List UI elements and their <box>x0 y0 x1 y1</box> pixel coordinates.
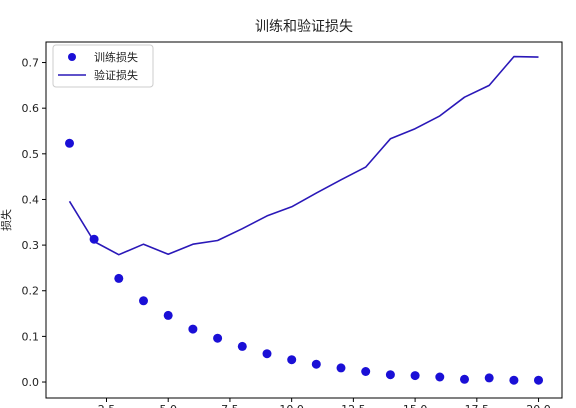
training-loss-point <box>311 359 321 369</box>
training-loss-point <box>435 372 445 382</box>
training-loss-point <box>237 341 247 351</box>
training-loss-point <box>114 273 124 283</box>
training-loss-point <box>65 138 74 148</box>
y-tick-label: 0.0 <box>22 376 40 389</box>
y-axis-ticks: 0.0 0.1 0.2 0.3 0.4 0.5 0.6 0.7 <box>22 57 46 389</box>
training-loss-point <box>213 333 223 343</box>
y-tick-label: 0.1 <box>22 330 40 343</box>
x-tick-label: 20.0 <box>526 403 551 408</box>
legend-label-validation-loss: 验证损失 <box>94 68 138 82</box>
training-loss-point <box>163 310 173 320</box>
x-tick-label: 7.5 <box>221 403 239 408</box>
x-tick-label: 15.0 <box>403 403 428 408</box>
y-tick-label: 0.2 <box>22 285 40 298</box>
x-axis-ticks: 2.5 5.0 7.5 10.0 12.5 15.0 17.5 20.0 <box>98 398 551 408</box>
x-tick-label: 10.0 <box>279 403 304 408</box>
training-loss-series <box>65 138 543 385</box>
y-tick-label: 0.4 <box>22 193 40 206</box>
validation-loss-series <box>68 55 539 256</box>
y-tick-label: 0.5 <box>22 148 40 161</box>
x-tick-label: 12.5 <box>341 403 366 408</box>
training-loss-point <box>262 349 272 359</box>
legend: 训练损失 验证损失 <box>52 44 154 88</box>
x-tick-label: 2.5 <box>98 403 116 408</box>
legend-dot-marker <box>68 53 76 61</box>
y-tick-label: 0.6 <box>22 102 40 115</box>
training-loss-point <box>509 375 519 385</box>
plot-area <box>45 41 563 399</box>
training-loss-point <box>89 234 99 244</box>
training-loss-point <box>361 367 371 376</box>
training-loss-point <box>460 374 469 384</box>
y-tick-label: 0.7 <box>22 57 40 70</box>
chart-title: 训练和验证损失 <box>255 19 353 35</box>
training-loss-point <box>484 373 494 383</box>
training-loss-point <box>385 370 395 380</box>
legend-box <box>52 44 154 88</box>
training-loss-point <box>139 296 148 306</box>
training-loss-point <box>410 371 420 381</box>
legend-label-training-loss: 训练损失 <box>94 50 138 64</box>
training-loss-point <box>188 324 198 334</box>
x-tick-label: 17.5 <box>465 403 490 408</box>
training-loss-point <box>287 355 297 365</box>
y-axis-label: 损失 <box>0 209 13 231</box>
x-tick-label: 5.0 <box>159 403 177 408</box>
y-tick-label: 0.3 <box>22 239 40 252</box>
validation-loss-line <box>68 55 539 256</box>
training-loss-point <box>534 375 543 385</box>
training-loss-point <box>336 363 346 373</box>
